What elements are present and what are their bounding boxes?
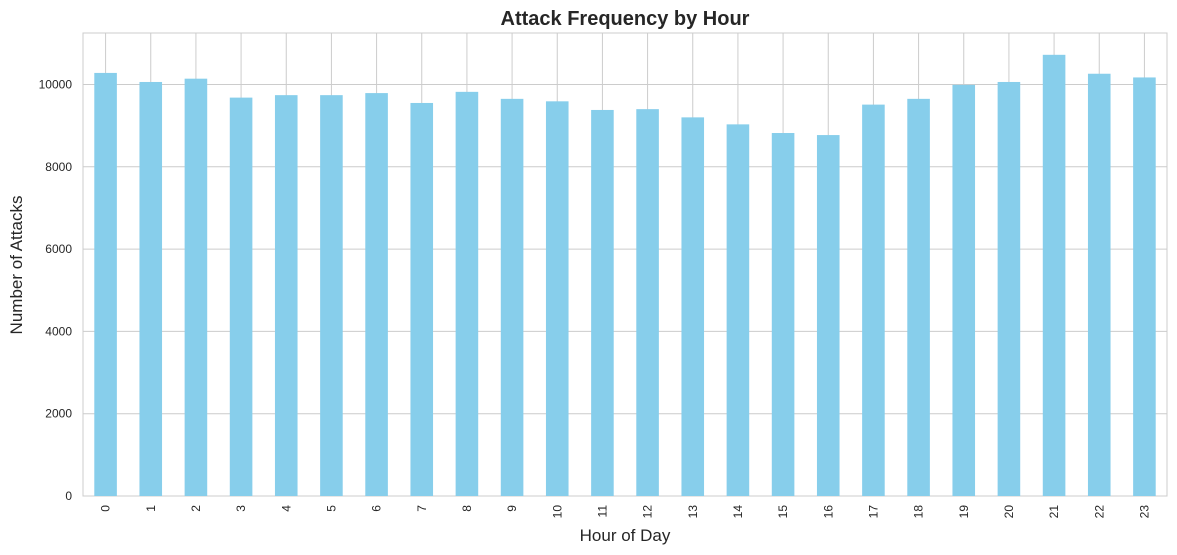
bar-hour-18: [907, 98, 930, 497]
x-tick-label: 4: [279, 505, 293, 512]
y-tick-label: 4000: [45, 324, 72, 338]
chart-title: Attack Frequency by Hour: [501, 8, 750, 30]
bar-hour-8: [455, 91, 479, 496]
bar-hour-23: [1133, 77, 1156, 496]
x-tick-label: 5: [324, 505, 338, 512]
x-tick-label: 12: [641, 505, 655, 519]
bar-layer: [94, 54, 1156, 497]
x-tick-label: 3: [234, 505, 248, 512]
bar-hour-19: [952, 84, 976, 496]
bar-hour-2: [184, 78, 208, 496]
bar-hour-7: [410, 102, 434, 496]
x-tick-label: 16: [821, 505, 835, 519]
x-tick-label: 1: [144, 505, 158, 512]
y-tick-label: 10000: [39, 77, 73, 91]
bar-hour-4: [274, 95, 298, 496]
x-tick-label: 15: [776, 505, 790, 519]
bar-hour-20: [997, 81, 1021, 497]
x-tick-label: 23: [1137, 505, 1151, 519]
bar-hour-9: [500, 98, 524, 497]
bar-hour-1: [139, 81, 163, 497]
x-tick-label: 6: [370, 505, 384, 512]
x-tick-label: 9: [505, 505, 519, 512]
bar-hour-12: [636, 109, 659, 496]
bar-hour-0: [94, 72, 117, 496]
x-tick-label: 18: [912, 505, 926, 519]
bar-hour-5: [320, 95, 343, 496]
x-tick-label: 20: [1002, 505, 1016, 519]
y-tick-labels: 0 2000 4000 6000 8000 10000: [39, 77, 73, 503]
x-tick-label: 14: [731, 505, 745, 519]
x-tick-label: 0: [99, 505, 113, 512]
x-tick-label: 2: [189, 505, 203, 512]
x-tick-label: 7: [415, 505, 429, 512]
bar-hour-14: [726, 124, 750, 497]
x-tick-label: 17: [866, 505, 880, 519]
y-tick-label: 2000: [45, 407, 72, 421]
y-tick-label: 6000: [45, 242, 72, 256]
bar-hour-21: [1042, 54, 1066, 497]
bar-hour-15: [771, 133, 795, 496]
bar-hour-16: [816, 135, 840, 496]
x-tick-label: 13: [686, 505, 700, 519]
x-tick-label: 10: [550, 505, 564, 519]
bar-hour-11: [591, 109, 614, 497]
bar-hour-10: [545, 101, 569, 496]
x-tick-label: 11: [595, 505, 609, 518]
y-axis-label: Number of Attacks: [7, 196, 26, 335]
x-tick-label: 8: [460, 505, 474, 512]
x-axis-label: Hour of Day: [580, 526, 671, 545]
x-tick-label: 21: [1047, 505, 1061, 519]
y-tick-label: 8000: [45, 160, 72, 174]
bar-hour-6: [365, 93, 388, 497]
plot-area: [82, 32, 1168, 497]
y-tick-label: 0: [65, 489, 72, 503]
bar-hour-22: [1087, 73, 1111, 496]
bar-hour-13: [681, 117, 705, 496]
x-tick-label: 19: [957, 505, 971, 519]
x-tick-labels: 0 1 2 3 4 5 6 7 8 9 10 11 12 13 14 15 16 17 18 19 20 21 22 23: [99, 505, 1152, 519]
bar-hour-3: [229, 97, 253, 496]
x-tick-label: 22: [1092, 505, 1106, 519]
bar-hour-17: [862, 104, 885, 497]
